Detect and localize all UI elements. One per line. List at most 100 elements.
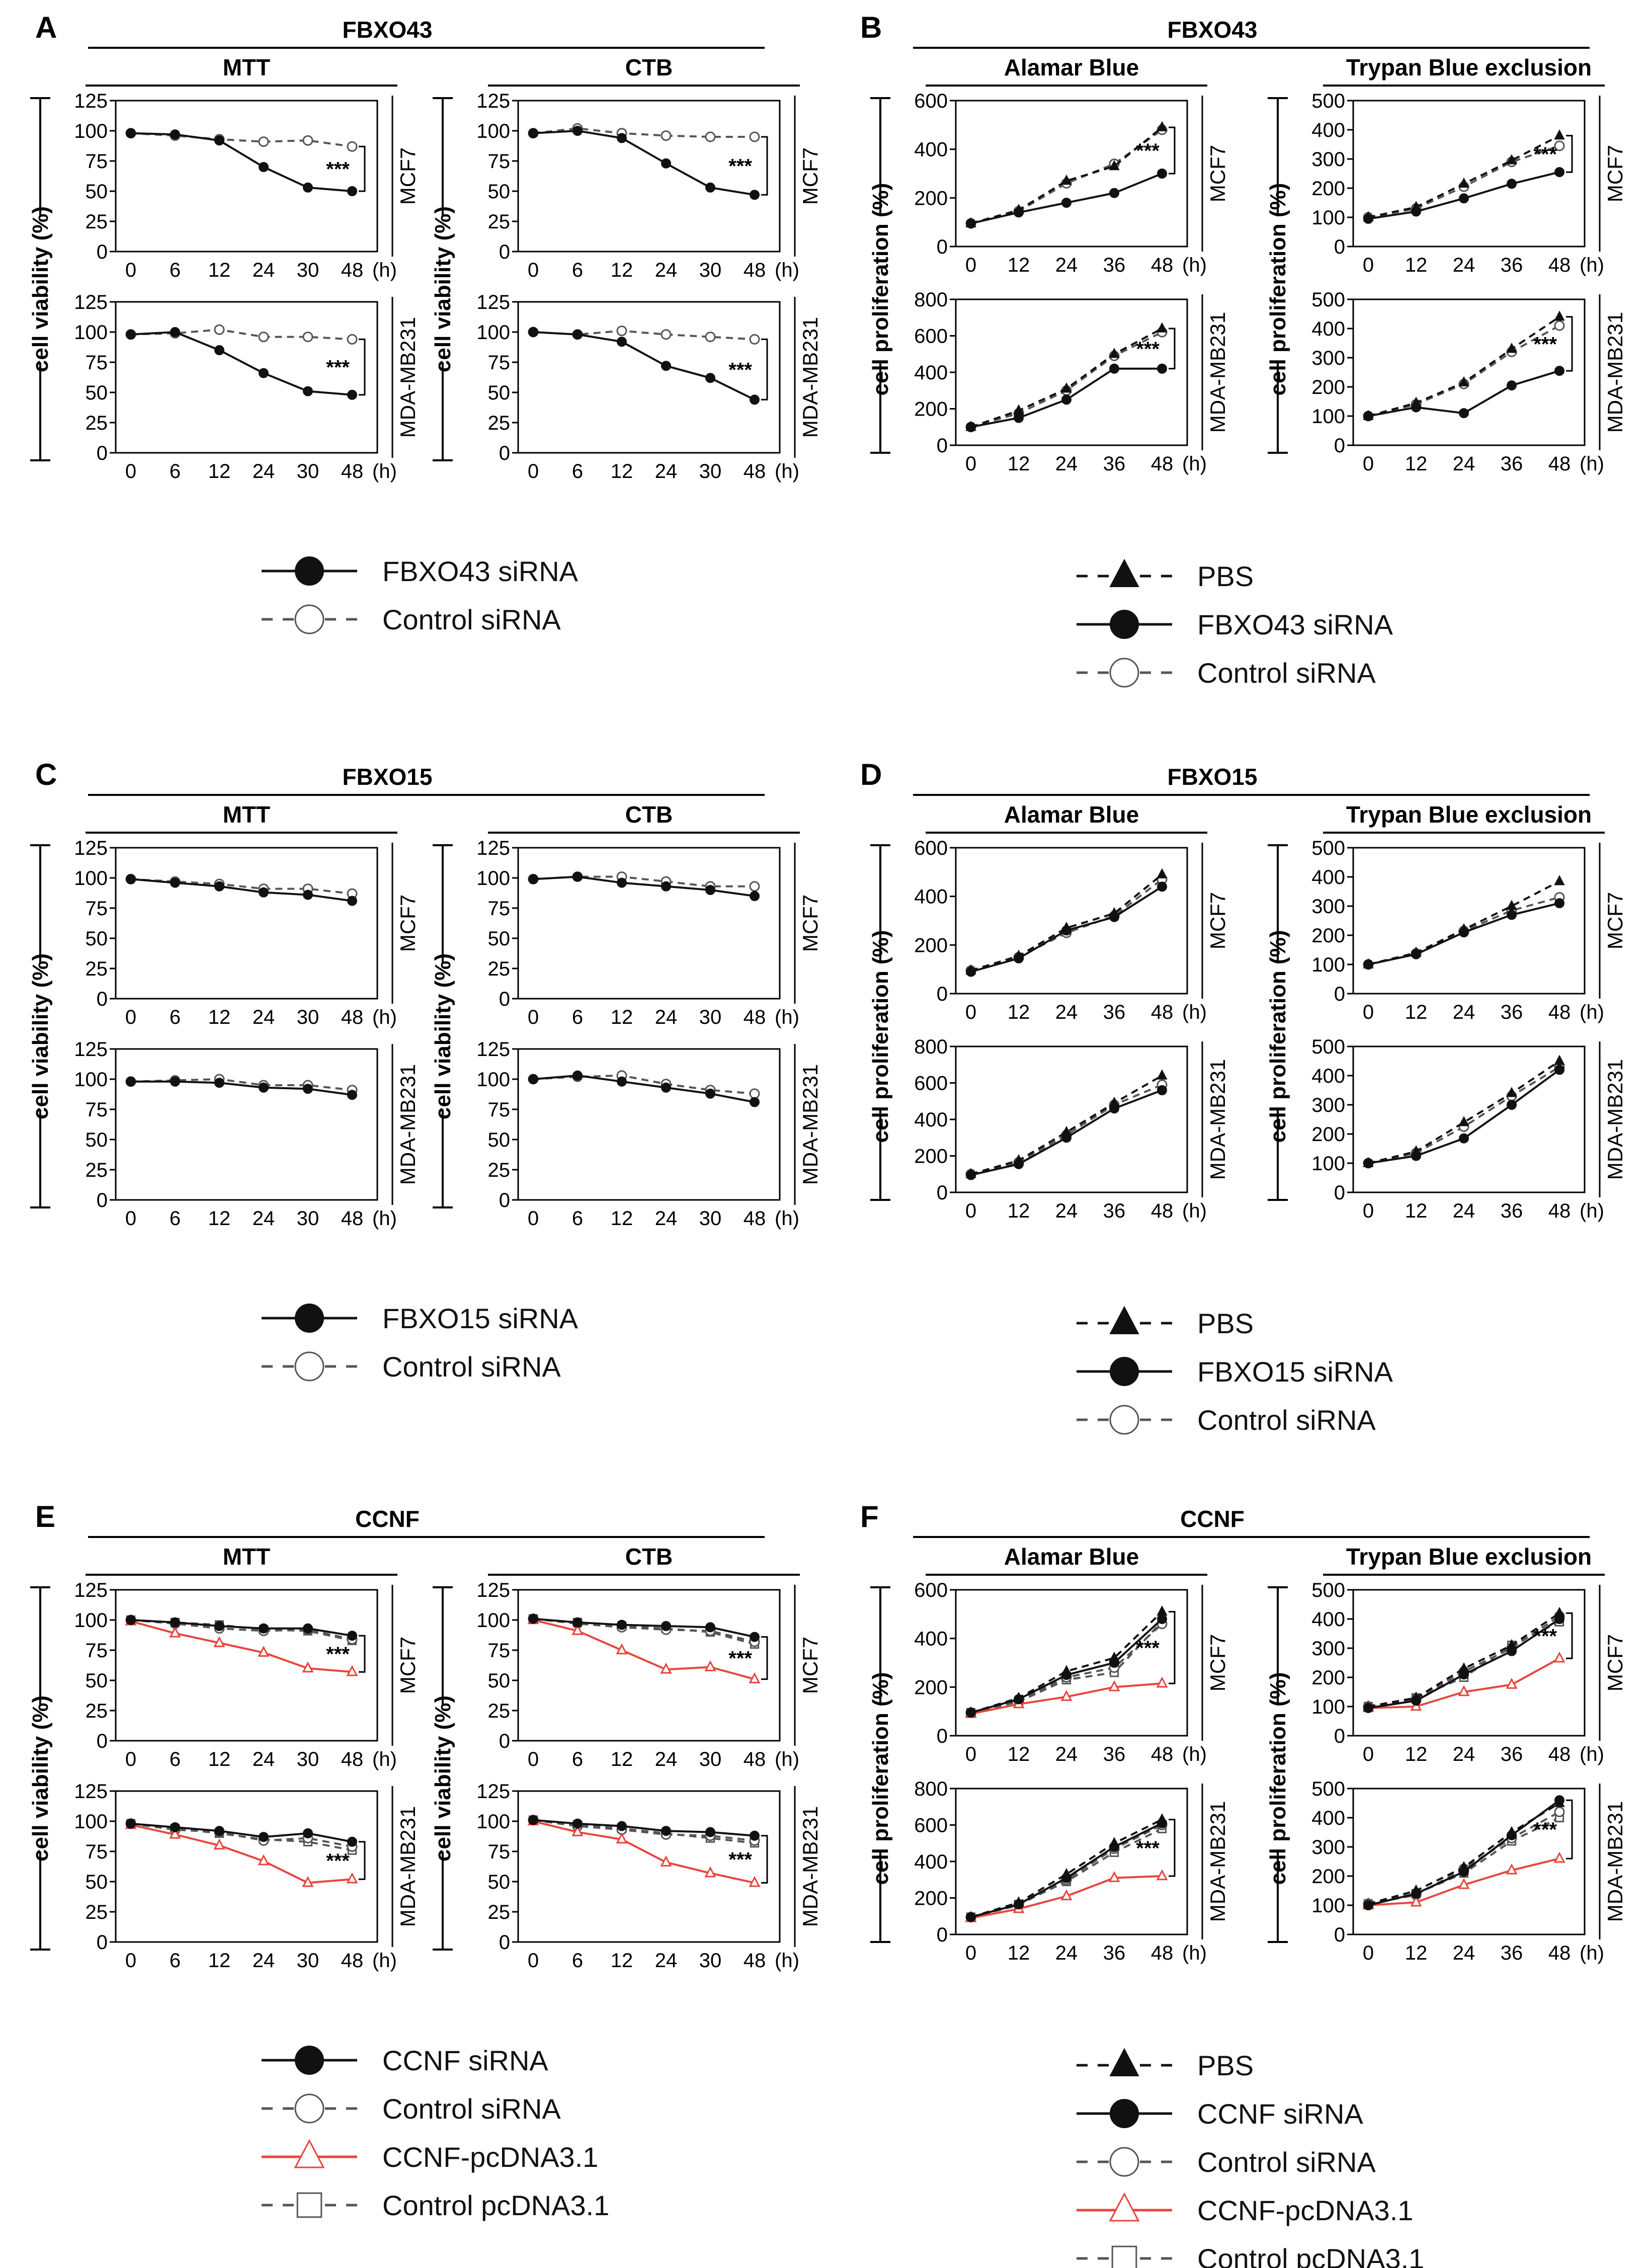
data-point [705,885,715,895]
legend-marker [1109,1306,1139,1334]
x-unit-label: (h) [1182,1001,1207,1023]
significance-stars: *** [1136,338,1160,360]
assay-header: MTT [223,801,271,828]
panel-letter: D [860,758,882,791]
x-tick-label: 12 [208,460,231,482]
data-point [1459,1669,1469,1680]
y-tick-label: 100 [476,120,510,142]
data-point [1157,363,1167,374]
significance-bracket [1566,1799,1573,1859]
x-tick-label: 12 [1405,1942,1428,1964]
series-kd [126,128,357,196]
y-tick-label: 500 [1311,1036,1345,1058]
y-tick-label: 25 [488,412,511,434]
legend-item: CCNF-pcDNA3.1 [262,2139,598,2173]
cell-line-label: MCF7 [396,895,420,952]
data-point [1554,1795,1564,1806]
data-point [1554,1055,1565,1065]
data-point [1109,1842,1119,1852]
data-point [1411,402,1421,413]
y-tick-label: 25 [488,1901,511,1923]
y-tick-label: 500 [1311,90,1345,112]
y-tick-label: 300 [1311,1094,1345,1116]
legend-item: FBXO43 siRNA [1077,609,1393,640]
data-point [617,1619,627,1630]
legend-a: FBXO43 siRNA Control siRNA [262,555,579,635]
x-tick-label: 0 [965,1001,976,1023]
chart-d-1-0: MCF7 0 100 200 300 400 500 0 12 24 36 48 (h) [1311,837,1627,1023]
x-tick-label: 48 [744,1748,766,1770]
plot-frame [517,301,781,454]
x-tick-label: 12 [208,259,231,281]
legend-item: Control siRNA [262,1351,561,1383]
x-unit-label: (h) [1182,254,1207,276]
data-point [528,327,538,337]
y-tick-label: 75 [488,898,511,920]
plot-frame [1352,1788,1586,1935]
x-tick-label: 24 [253,1950,275,1972]
data-point [1157,1069,1168,1080]
panel-letter: B [860,11,882,44]
x-tick-label: 0 [125,1006,136,1028]
x-tick-label: 48 [1548,453,1571,475]
x-unit-label: (h) [1580,254,1604,276]
data-point [617,877,627,888]
assay-header: Alamar Blue [1004,1544,1139,1570]
cell-line-label: MCF7 [1603,1634,1627,1691]
data-point [346,1872,358,1884]
data-point [347,896,357,906]
data-point [258,1646,270,1657]
series-kd [1363,1614,1564,1713]
y-tick-label: 100 [1311,406,1345,428]
y-tick-label: 100 [74,867,108,889]
data-point [749,334,760,345]
y-tick-label: 125 [476,291,510,313]
y-tick-label: 50 [488,181,511,203]
chart-e-0-1: MDA-MB231 0 25 50 75 100 125 0 6 12 24 30 48 (h) *** [74,1780,420,1972]
x-tick-label: 36 [1501,1942,1523,1964]
data-point [1061,198,1071,208]
data-point [750,394,760,405]
chart-b-0-0: MCF7 0 200 400 600 0 12 24 36 48 (h) *** [914,90,1229,276]
data-point [572,871,583,882]
x-tick-label: 0 [125,1950,136,1972]
x-tick-label: 12 [611,1006,633,1028]
significance-bracket [761,136,768,196]
data-point [303,1623,313,1634]
plot-frame [115,847,378,1000]
legend-item: FBXO15 siRNA [1077,1356,1393,1388]
data-point [1109,1658,1119,1668]
assay-header: MTT [223,1544,271,1570]
y-tick-label: 0 [97,1189,108,1211]
x-tick-label: 36 [1103,1001,1126,1023]
data-point [1157,169,1167,179]
data-point [126,874,136,884]
data-point [1553,1651,1565,1663]
x-tick-label: 12 [1405,1001,1428,1023]
cell-line-label: MDA-MB231 [1206,1059,1229,1180]
x-tick-label: 48 [341,460,364,482]
data-point [1109,912,1119,922]
plot-frame [115,100,378,253]
x-tick-label: 30 [699,1748,722,1770]
x-tick-label: 48 [1151,254,1174,276]
data-point [1506,1087,1517,1097]
x-tick-label: 0 [528,1006,539,1028]
legend-item: Control siRNA [262,2093,561,2125]
data-point [704,1660,716,1671]
data-point [661,881,671,892]
data-point [1061,382,1072,393]
panel-d: D FBXO15 Alamar Blue Trypan Blue exclusion c… [860,758,1627,1436]
y-tick-label: 25 [488,1159,511,1181]
x-tick-label: 0 [125,460,136,482]
y-tick-label: 0 [97,988,108,1010]
x-tick-label: 48 [744,460,766,482]
significance-bracket [359,1841,366,1880]
x-unit-label: (h) [1182,1200,1207,1222]
data-point [1411,206,1421,217]
series-kd [1363,366,1564,421]
legend-item: Control pcDNA3.1 [262,2190,609,2221]
chart-c-0-1: MDA-MB231 0 25 50 75 100 125 0 6 12 24 30 48 (h) [74,1038,420,1230]
plot-frame [1352,1045,1586,1193]
y-axis-label: cell proliferation (%) [868,1672,893,1885]
